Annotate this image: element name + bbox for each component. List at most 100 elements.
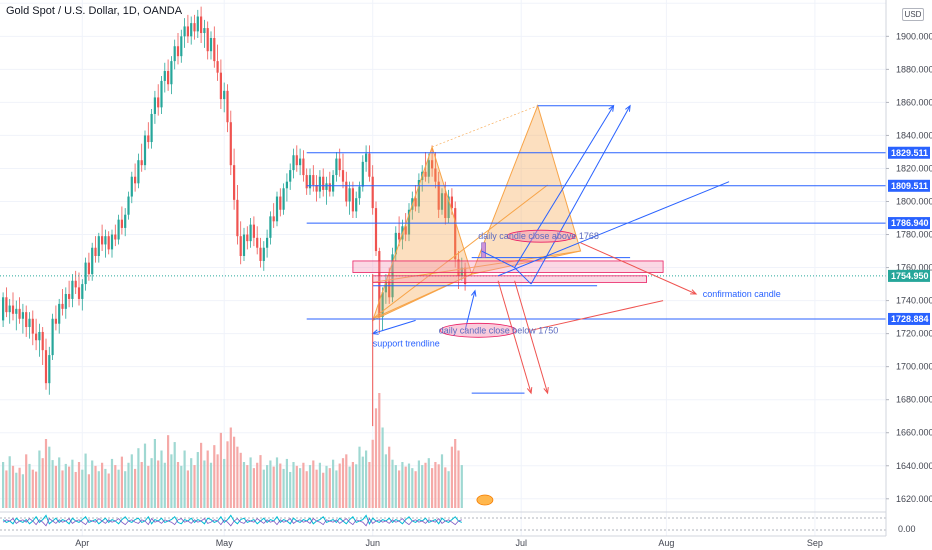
candle-body (236, 199, 239, 237)
volume-bar (431, 468, 434, 508)
volume-bar (259, 455, 262, 508)
candle-body (335, 158, 338, 176)
price-level-badge[interactable] (888, 146, 930, 159)
indicator-zero-label: 0.00 (898, 524, 916, 534)
support-trendline[interactable] (372, 184, 548, 320)
indicator-signal-line (2, 517, 462, 527)
candle-body (223, 90, 226, 100)
volume-bar (160, 450, 163, 508)
candle-body (216, 61, 219, 73)
volume-bar (140, 462, 143, 508)
confirmation-arrow[interactable] (580, 242, 697, 295)
volume-bar (391, 459, 394, 508)
price-level-badge[interactable] (888, 312, 930, 325)
price-tick-label: 1660.000 (896, 428, 932, 438)
resistance-zone[interactable] (352, 260, 664, 273)
volume-bar (104, 468, 107, 508)
volume-bar (35, 471, 38, 508)
candle-body (242, 234, 246, 256)
volume-bar (233, 436, 236, 508)
price-tick-label: 1860.000 (896, 97, 932, 107)
candle-body (104, 236, 107, 245)
price-level-label: 1829.511 (891, 148, 928, 158)
candle-body (434, 168, 437, 182)
candle-body (348, 188, 351, 202)
volume-bar (404, 466, 407, 508)
candle-body (157, 97, 160, 108)
candle-body (186, 26, 189, 37)
bullish-trend-line[interactable] (497, 181, 730, 277)
bearish-arrow-1[interactable] (497, 280, 532, 394)
candle-body (414, 198, 417, 207)
candle-body (308, 175, 312, 189)
candle-body (64, 293, 67, 309)
currency-badge[interactable]: USD (902, 8, 924, 21)
marker-candle (481, 242, 486, 258)
price-tick-label: 1880.000 (896, 64, 932, 74)
candle-body (91, 247, 94, 275)
volume-bar (94, 465, 97, 508)
candle-body (206, 28, 209, 52)
volume-bar (41, 458, 44, 508)
volume-bar (200, 442, 203, 508)
candle-body (388, 280, 391, 298)
volume-bar (355, 464, 358, 508)
candle-body (460, 267, 463, 276)
support-arrow[interactable] (372, 319, 416, 335)
bullish-arrow-2[interactable] (530, 105, 631, 285)
volume-bar (223, 458, 226, 508)
bullish-arrow-1-head (608, 104, 615, 112)
price-level-badge[interactable] (888, 269, 930, 282)
candle-body (351, 188, 354, 212)
candle-body (444, 193, 447, 219)
volume-bar (308, 465, 312, 508)
bullish-arrow-1[interactable] (514, 105, 615, 268)
volume-bar (64, 463, 67, 508)
volume-bar (110, 458, 114, 508)
candle-body (94, 247, 97, 256)
candle-body (315, 184, 318, 192)
support-zone[interactable] (372, 275, 648, 283)
candle-body (368, 153, 371, 177)
candle-body (440, 193, 444, 210)
volume-bar (440, 454, 444, 508)
below-arrow-head (470, 289, 477, 297)
volume-bar (91, 460, 94, 508)
candle-body (272, 216, 275, 222)
price-tick-label: 1900.000 (896, 31, 932, 41)
volume-bar (28, 463, 31, 508)
chart-title: Gold Spot / U.S. Dollar, 1D, OANDA (6, 5, 183, 17)
candle-body (378, 251, 381, 318)
price-level-badge[interactable] (888, 217, 930, 230)
candle-body (233, 165, 236, 200)
volume-bar (170, 454, 173, 508)
candle-body (431, 160, 434, 169)
candle-body (21, 312, 24, 319)
candle-body (209, 37, 213, 52)
volume-bar (242, 462, 246, 508)
candle-body (213, 37, 216, 62)
price-level-label: 1754.950 (891, 271, 929, 281)
price-tick-label: 1700.000 (896, 362, 932, 372)
volume-bar (252, 468, 255, 508)
volume-bar (147, 465, 150, 508)
candle-body (58, 303, 61, 324)
bearish-connector (530, 300, 664, 331)
candle-body (167, 71, 170, 85)
candle-body (246, 234, 249, 242)
candle-body (180, 36, 183, 57)
bearish-arrow-2[interactable] (514, 280, 549, 394)
harmonic-leg-bcd[interactable] (470, 104, 582, 275)
confirmation-label: confirmation candle (703, 289, 781, 299)
volume-bar (361, 456, 364, 508)
harmonic-leg-xab[interactable] (371, 145, 473, 322)
candle-body (196, 16, 199, 32)
candle-body (143, 135, 147, 166)
volume-bar (332, 459, 335, 508)
price-level-badge[interactable] (888, 179, 930, 192)
candle-body (101, 236, 104, 245)
candle-body (107, 236, 110, 250)
candle-body (173, 46, 176, 62)
